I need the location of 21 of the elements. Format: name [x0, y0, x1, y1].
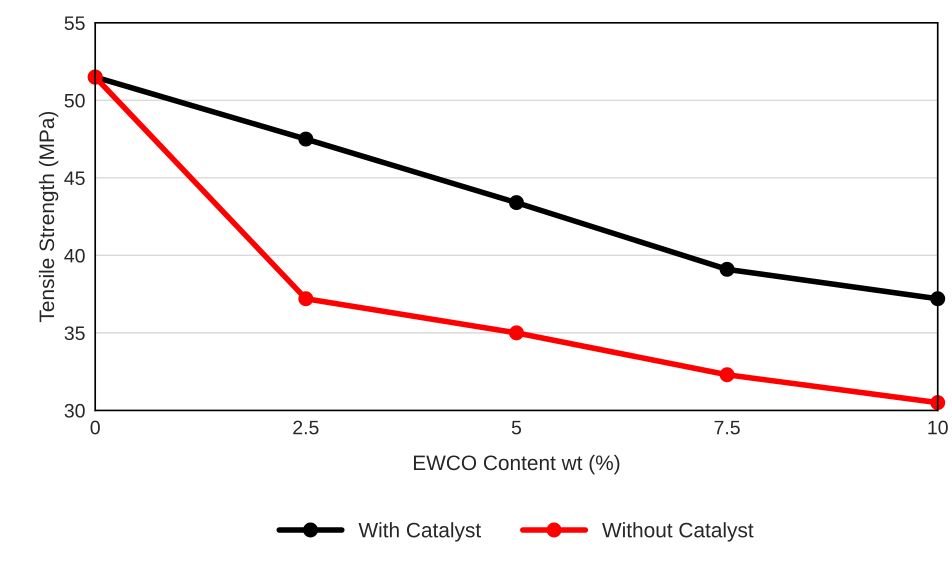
y-tick-label: 50	[64, 94, 85, 108]
y-tick-label: 45	[64, 172, 85, 186]
legend-label: With Catalyst	[358, 522, 481, 542]
x-tick-label: 5	[512, 420, 522, 434]
point	[720, 367, 735, 382]
point	[508, 195, 524, 210]
point	[720, 262, 735, 277]
y-tick-label: 55	[64, 16, 85, 30]
point	[298, 132, 314, 147]
y-axis-title: Tensile Strength (MPa)	[38, 112, 58, 322]
y-tick-label: 30	[64, 404, 85, 418]
y-tick-label: 35	[64, 326, 85, 340]
x-tick-label: 7.5	[714, 420, 740, 434]
point	[298, 291, 314, 306]
x-axis-title: EWCO Content wt (%)	[414, 454, 620, 474]
legend-label: Without Catalyst	[602, 522, 754, 542]
x-tick-label: 10	[928, 420, 948, 434]
x-tick-label: 2.5	[293, 420, 319, 434]
y-tick-label: 40	[64, 248, 85, 263]
x-tick-label: 0	[90, 420, 100, 434]
point	[508, 325, 524, 340]
